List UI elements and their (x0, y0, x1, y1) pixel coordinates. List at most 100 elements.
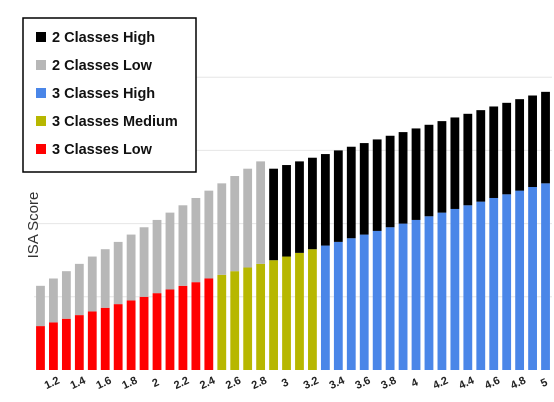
bar-2-classes-low-2.1 (165, 212, 175, 290)
bar-3-classes-low-1.2 (49, 322, 58, 370)
bars (36, 91, 550, 370)
bar-2-classes-low-2 (152, 219, 162, 294)
bar-3-classes-high-3.9 (398, 223, 408, 370)
bar-2-classes-low-1.8 (126, 234, 136, 301)
x-tick-label: 2.4 (198, 374, 218, 392)
bar-2-classes-high-3.1 (295, 161, 304, 253)
bar-3-classes-medium-2.8 (256, 263, 266, 370)
bar-2-classes-high-3 (282, 165, 291, 257)
legend-swatch (36, 60, 46, 70)
bar-3-classes-medium-2.6 (230, 271, 240, 370)
x-tick-label: 1.4 (69, 374, 89, 392)
bar-2-classes-high-3.8 (385, 135, 395, 228)
x-tick-label: 2.6 (224, 375, 243, 392)
bar-3-classes-low-1.6 (100, 307, 110, 370)
bar-3-classes-low-1.7 (113, 304, 123, 370)
bar-3-classes-low-2 (152, 293, 162, 370)
bar-2-classes-low-1.5 (87, 256, 97, 312)
bar-3-classes-high-4.2 (437, 212, 447, 370)
x-tick-label: 3.2 (302, 375, 321, 392)
legend-box (22, 17, 197, 173)
bar-2-classes-high-4 (411, 128, 421, 220)
bar-2-classes-low-1.7 (113, 241, 123, 305)
bar-2-classes-low-1.2 (49, 278, 58, 323)
x-tick-label: 2.2 (172, 375, 191, 392)
bar-3-classes-low-1.4 (74, 315, 84, 370)
bar-2-classes-high-3.4 (333, 150, 343, 242)
bar-3-classes-high-4.8 (515, 190, 525, 370)
x-tick-label: 4.8 (509, 375, 528, 392)
x-tick-label: 2 (150, 377, 161, 390)
x-tick-label: 2.8 (250, 375, 269, 392)
bar-3-classes-high-4.5 (476, 201, 486, 370)
x-tick-label: 3.8 (379, 375, 398, 392)
bar-3-classes-high-4.3 (450, 208, 460, 370)
bar-3-classes-medium-2.9 (269, 260, 278, 370)
bar-3-classes-high-5 (541, 183, 550, 370)
y-axis-label: ISA Score (25, 192, 42, 259)
bar-2-classes-low-2.3 (191, 197, 201, 283)
x-tick-label: 3 (280, 377, 291, 390)
bar-3-classes-medium-3 (282, 256, 291, 370)
legend-swatch (36, 116, 46, 126)
bar-3-classes-high-4.4 (463, 205, 473, 370)
legend-swatch (36, 32, 46, 42)
bar-3-classes-high-3.5 (346, 238, 356, 370)
bar-3-classes-high-4.7 (502, 194, 512, 370)
bar-2-classes-low-1.4 (74, 263, 84, 316)
legend-swatch (36, 88, 46, 98)
bar-3-classes-high-3.6 (359, 234, 369, 370)
x-tick-label: 3.6 (353, 375, 372, 392)
bar-2-classes-high-3.9 (398, 132, 408, 224)
bar-3-classes-low-1.1 (36, 326, 45, 370)
bar-3-classes-low-1.8 (126, 300, 136, 370)
bar-3-classes-high-3.3 (320, 245, 330, 370)
bar-3-classes-low-2.3 (191, 282, 201, 370)
bar-2-classes-high-4.1 (424, 124, 434, 217)
x-tick-label: 4.2 (431, 375, 450, 392)
bar-3-classes-high-3.7 (372, 230, 382, 370)
bar-2-classes-low-1.9 (139, 227, 149, 297)
legend-label: 3 Classes Medium (52, 114, 178, 130)
bar-3-classes-medium-2.7 (243, 267, 253, 370)
bar-2-classes-high-4.5 (476, 110, 486, 202)
bar-2-classes-high-3.2 (308, 157, 317, 250)
bar-2-classes-high-4.4 (463, 113, 473, 206)
bar-2-classes-high-3.7 (372, 139, 382, 231)
x-tick-label: 5 (539, 377, 550, 390)
bar-2-classes-high-2.9 (269, 168, 278, 261)
x-tick-label: 1.2 (43, 375, 62, 392)
bar-2-classes-low-1.3 (61, 271, 71, 319)
bar-3-classes-high-4.9 (528, 187, 537, 370)
legend-label: 2 Classes Low (52, 58, 153, 74)
x-tick-label: 4.6 (483, 375, 502, 392)
bar-3-classes-high-4 (411, 219, 421, 370)
bar-3-classes-low-2.1 (165, 289, 175, 370)
bar-2-classes-high-4.8 (515, 99, 525, 191)
bar-3-classes-low-2.2 (178, 285, 188, 370)
bar-2-classes-low-2.5 (217, 183, 227, 275)
bar-2-classes-low-1.6 (100, 249, 110, 308)
bar-3-classes-high-4.6 (489, 197, 499, 370)
bar-3-classes-medium-3.1 (295, 252, 304, 370)
x-tick-label: 1.8 (120, 375, 139, 392)
bar-3-classes-low-2.4 (204, 278, 214, 370)
legend-label: 2 Classes High (52, 30, 155, 46)
legend-swatch (36, 144, 46, 154)
bar-2-classes-low-2.2 (178, 205, 188, 286)
bar-2-classes-high-3.6 (359, 143, 369, 235)
bar-3-classes-low-1.3 (61, 318, 71, 370)
legend: 2 Classes High 2 Classes Low 3 Classes Hig… (22, 17, 197, 173)
x-tick-label: 3.4 (328, 374, 348, 392)
bar-3-classes-medium-2.5 (217, 274, 227, 370)
bar-2-classes-high-4.7 (502, 102, 512, 195)
x-tick-label: 4 (409, 376, 420, 390)
bar-2-classes-high-4.2 (437, 121, 447, 213)
bar-2-classes-high-3.3 (320, 154, 330, 246)
bar-2-classes-high-4.3 (450, 117, 460, 209)
bar-2-classes-high-4.9 (528, 95, 537, 187)
bar-3-classes-high-3.4 (333, 241, 343, 370)
bar-3-classes-medium-3.2 (308, 249, 317, 370)
bar-2-classes-low-2.4 (204, 190, 214, 279)
